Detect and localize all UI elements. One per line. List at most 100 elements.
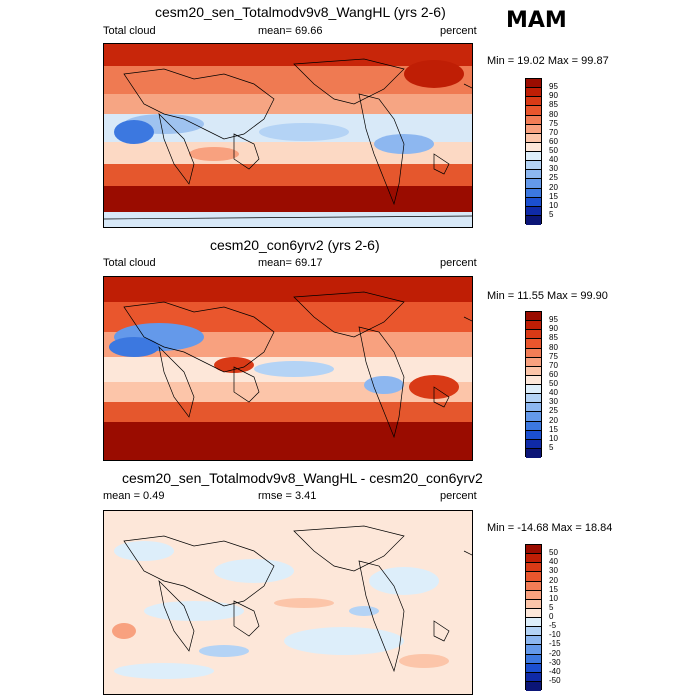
colorbar-tick-label: 40: [549, 155, 558, 165]
colorbar-tick-label: 40: [549, 388, 558, 398]
colorbar-segment: [526, 394, 541, 404]
panel-2-units-label: percent: [440, 257, 477, 269]
colorbar-tick-label: 60: [549, 369, 558, 379]
colorbar-segment: [526, 636, 541, 646]
colorbar-tick-label: -50: [549, 675, 561, 685]
colorbar-segment: [526, 618, 541, 628]
colorbar-tick-label: 30: [549, 397, 558, 407]
colorbar-tick-label: 25: [549, 406, 558, 416]
colorbar-segment: [526, 321, 541, 331]
panel-1-coastlines: [104, 58, 472, 220]
panel-1-title: cesm20_sen_Totalmodv9v8_WangHL (yrs 2-6): [155, 4, 446, 20]
colorbar-segment: [526, 215, 541, 225]
colorbar-segment: [526, 375, 541, 385]
colorbar-tick-label: 15: [549, 424, 558, 434]
colorbar-segment: [526, 312, 541, 322]
colorbar-tick-label: 30: [549, 164, 558, 174]
colorbar-segment: [526, 152, 541, 162]
colorbar-segment: [526, 681, 541, 691]
colorbar-tick-label: -10: [549, 630, 561, 640]
colorbar-tick-label: 20: [549, 575, 558, 585]
colorbar-tick-label: 75: [549, 351, 558, 361]
colorbar-tick-label: 70: [549, 360, 558, 370]
colorbar-segment: [526, 654, 541, 664]
panel-3-mean-label: mean = 0.49: [103, 490, 165, 502]
colorbar-segment: [526, 590, 541, 600]
season-label: MAM: [506, 8, 567, 33]
colorbar-segment: [526, 599, 541, 609]
panel-3-map-svg: [104, 511, 472, 694]
colorbar-tick-label: 10: [549, 433, 558, 443]
panel-3-minmax: Min = -14.68 Max = 18.84: [487, 522, 613, 534]
colorbar-tick-label: 25: [549, 173, 558, 183]
panel-2-colorbar: [525, 311, 542, 458]
colorbar-segment: [526, 545, 541, 555]
colorbar-segment: [526, 106, 541, 116]
colorbar-tick-label: 5: [549, 602, 554, 612]
panel-1-map: [103, 43, 473, 228]
colorbar-tick-label: -5: [549, 621, 557, 631]
colorbar-segment: [526, 572, 541, 582]
colorbar-segment: [526, 672, 541, 682]
colorbar-segment: [526, 627, 541, 637]
colorbar-tick-label: 90: [549, 91, 558, 101]
panel-2-minmax: Min = 11.55 Max = 99.90: [487, 290, 608, 302]
colorbar-segment: [526, 97, 541, 107]
colorbar-tick-label: 90: [549, 324, 558, 334]
colorbar-segment: [526, 124, 541, 134]
colorbar-segment: [526, 79, 541, 89]
panel-3-map: [103, 510, 473, 695]
panel-1-map-svg: [104, 44, 472, 227]
colorbar-segment: [526, 357, 541, 367]
colorbar-tick-label: -40: [549, 666, 561, 676]
colorbar-segment: [526, 366, 541, 376]
panel-2-mean-label: mean= 69.17: [258, 257, 323, 269]
colorbar-segment: [526, 421, 541, 431]
colorbar-tick-label: 10: [549, 200, 558, 210]
colorbar-tick-label: 60: [549, 136, 558, 146]
panel-1-mean-label: mean= 69.66: [258, 25, 323, 37]
colorbar-tick-label: 10: [549, 593, 558, 603]
panel-1-colorbar: [525, 78, 542, 225]
panel-3-units-label: percent: [440, 490, 477, 502]
colorbar-tick-label: 30: [549, 566, 558, 576]
colorbar-tick-label: 50: [549, 379, 558, 388]
panel-1-variable-label: Total cloud: [103, 25, 156, 37]
colorbar-tick-label: -30: [549, 657, 561, 667]
colorbar-tick-label: 80: [549, 109, 558, 119]
colorbar-tick-label: -20: [549, 648, 561, 658]
colorbar-segment: [526, 133, 541, 143]
panel-3-rmse-label: rmse = 3.41: [258, 490, 317, 502]
panel-2-map: [103, 276, 473, 461]
colorbar-tick-label: 50: [549, 548, 558, 558]
colorbar-tick-label: 50: [549, 146, 558, 155]
colorbar-segment: [526, 330, 541, 340]
colorbar-segment: [526, 448, 541, 458]
colorbar-segment: [526, 412, 541, 422]
colorbar-segment: [526, 554, 541, 564]
panel-1-units-label: percent: [440, 25, 477, 37]
colorbar-segment: [526, 439, 541, 449]
panel-2-coastlines: [123, 291, 472, 439]
colorbar-tick-label: 70: [549, 127, 558, 137]
colorbar-segment: [526, 88, 541, 98]
colorbar-segment: [526, 348, 541, 358]
panel-3-title: cesm20_sen_Totalmodv9v8_WangHL - cesm20_…: [122, 470, 483, 486]
colorbar-segment: [526, 339, 541, 349]
colorbar-segment: [526, 385, 541, 395]
colorbar-segment: [526, 170, 541, 180]
colorbar-tick-label: 40: [549, 557, 558, 567]
colorbar-tick-label: 95: [549, 82, 558, 92]
colorbar-segment: [526, 645, 541, 655]
panel-3-colorbar: [525, 544, 542, 691]
colorbar-segment: [526, 430, 541, 440]
panel-1-minmax: Min = 19.02 Max = 99.87: [487, 55, 609, 67]
colorbar-segment: [526, 197, 541, 207]
colorbar-tick-label: 85: [549, 100, 558, 110]
colorbar-segment: [526, 188, 541, 198]
colorbar-tick-label: 75: [549, 118, 558, 128]
colorbar-segment: [526, 403, 541, 413]
colorbar-segment: [526, 206, 541, 216]
colorbar-tick-label: 20: [549, 415, 558, 425]
colorbar-tick-label: 85: [549, 333, 558, 343]
